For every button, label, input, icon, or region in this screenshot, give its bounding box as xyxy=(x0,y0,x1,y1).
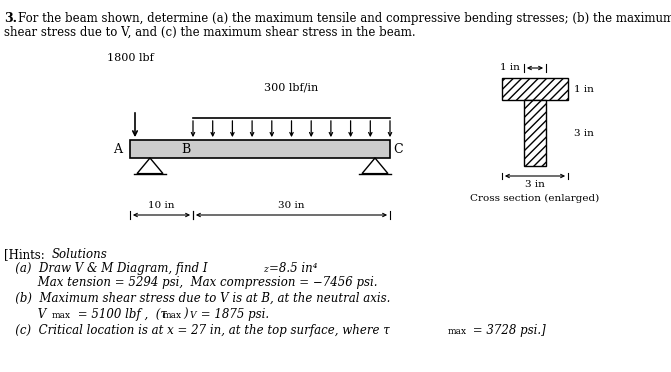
Text: 3.: 3. xyxy=(4,12,17,25)
Text: z: z xyxy=(263,265,268,274)
Text: (a)  Draw V & M Diagram, find I: (a) Draw V & M Diagram, find I xyxy=(4,262,207,275)
Text: max: max xyxy=(163,311,182,320)
Text: Solutions: Solutions xyxy=(52,248,108,261)
Text: =8.5 in⁴: =8.5 in⁴ xyxy=(269,262,317,275)
Text: 10 in: 10 in xyxy=(148,201,174,210)
Polygon shape xyxy=(362,158,388,174)
Text: (b)  Maximum shear stress due to V is at B, at the neutral axis.: (b) Maximum shear stress due to V is at … xyxy=(4,292,391,305)
Polygon shape xyxy=(137,158,163,174)
Text: shear stress due to V, and (c) the maximum shear stress in the beam.: shear stress due to V, and (c) the maxim… xyxy=(4,26,415,39)
Text: max: max xyxy=(448,327,467,336)
Text: 3 in: 3 in xyxy=(525,180,545,189)
Text: C: C xyxy=(393,143,403,156)
Text: max: max xyxy=(52,311,71,320)
Bar xyxy=(524,100,546,166)
Text: 300 lbf/in: 300 lbf/in xyxy=(264,82,319,92)
Text: [Hints:: [Hints: xyxy=(4,248,45,261)
Text: For the beam shown, determine (a) the maximum tensile and compressive bending st: For the beam shown, determine (a) the ma… xyxy=(18,12,671,25)
Text: Max tension = 5294 psi,  Max compression = −7456 psi.: Max tension = 5294 psi, Max compression … xyxy=(4,276,378,289)
Text: V: V xyxy=(4,308,46,321)
Text: 3 in: 3 in xyxy=(574,128,594,138)
Text: Cross section (enlarged): Cross section (enlarged) xyxy=(470,194,600,203)
Text: (c)  Critical location is at x = 27 in, at the top surface, where τ: (c) Critical location is at x = 27 in, a… xyxy=(4,324,390,337)
Text: A: A xyxy=(113,143,122,156)
Text: 1 in: 1 in xyxy=(574,84,594,93)
Text: = 5100 lbf ,  (τ: = 5100 lbf , (τ xyxy=(74,308,167,321)
Text: 1800 lbf: 1800 lbf xyxy=(107,53,154,63)
Text: = 1875 psi.: = 1875 psi. xyxy=(197,308,269,321)
Bar xyxy=(502,78,568,100)
Text: ): ) xyxy=(183,308,188,321)
Text: V: V xyxy=(190,311,197,320)
Bar xyxy=(130,140,390,158)
Text: = 3728 psi.]: = 3728 psi.] xyxy=(469,324,546,337)
Text: 30 in: 30 in xyxy=(278,201,305,210)
Text: B: B xyxy=(182,143,191,156)
Text: 1 in: 1 in xyxy=(500,62,520,71)
